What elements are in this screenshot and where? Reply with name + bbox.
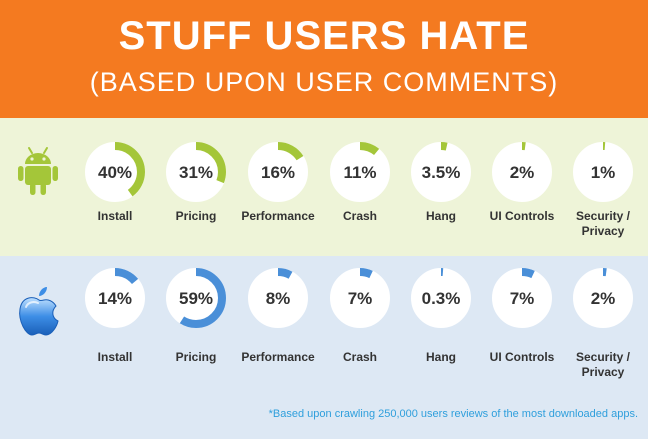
category-label: Pricing bbox=[175, 209, 217, 223]
android-item-performance: 16% bbox=[238, 132, 318, 212]
donut-value-arc bbox=[166, 142, 226, 202]
ios-item-install: 14% bbox=[75, 258, 155, 338]
donut-value-label: 16% bbox=[261, 163, 295, 182]
category-label: UI Controls bbox=[489, 350, 555, 364]
donut-ring: 14% bbox=[85, 268, 145, 328]
android-item-security-privacy: 1% bbox=[563, 132, 643, 212]
ios-item-crash: 7% bbox=[320, 258, 400, 338]
donut-ring: 40% bbox=[85, 142, 145, 202]
android-item-crash: 11% bbox=[320, 132, 400, 212]
donut-ring: 11% bbox=[330, 142, 390, 202]
donut-value-label: 8% bbox=[266, 289, 291, 308]
category-label: Security / Privacy bbox=[575, 209, 631, 238]
donut-value-arc bbox=[166, 268, 226, 328]
donut-ring: 59% bbox=[166, 268, 226, 328]
category-label: Hang bbox=[426, 209, 456, 223]
donut-value-label: 1% bbox=[591, 163, 616, 182]
category-label: UI Controls bbox=[489, 209, 555, 223]
donut-ring: 31% bbox=[166, 142, 226, 202]
category-label: Crash bbox=[342, 209, 377, 223]
donut-value-arc bbox=[248, 268, 308, 328]
donut-ring: 16% bbox=[248, 142, 308, 202]
ios-item-security-privacy: 2% bbox=[563, 258, 643, 338]
donut-value-label: 3.5% bbox=[422, 163, 461, 182]
android-item-install: 40% bbox=[75, 132, 155, 212]
page-title: STUFF USERS HATE bbox=[118, 14, 530, 58]
ios-item-performance: 8% bbox=[238, 258, 318, 338]
donut-value-arc bbox=[411, 142, 471, 202]
android-logo-icon bbox=[18, 147, 58, 195]
category-label: Install bbox=[97, 350, 133, 364]
page-subtitle: (BASED UPON USER COMMENTS) bbox=[89, 67, 559, 97]
donut-ring: 3.5% bbox=[411, 142, 471, 202]
donut-value-arc bbox=[248, 142, 308, 202]
donut-value-label: 7% bbox=[510, 289, 535, 308]
donut-ring: 8% bbox=[248, 268, 308, 328]
donut-value-arc bbox=[411, 268, 471, 328]
ios-item-hang: 0.3% bbox=[401, 258, 481, 338]
donut-value-label: 40% bbox=[98, 163, 132, 182]
donut-value-arc bbox=[85, 142, 145, 202]
donut-value-label: 14% bbox=[98, 289, 132, 308]
donut-value-arc bbox=[573, 142, 633, 202]
footnote: *Based upon crawling 250,000 users revie… bbox=[268, 408, 638, 420]
header-banner: STUFF USERS HATE (BASED UPON USER COMMEN… bbox=[0, 0, 648, 118]
android-item-pricing: 31% bbox=[156, 132, 236, 212]
category-label: Security / Privacy bbox=[575, 350, 631, 379]
donut-value-label: 31% bbox=[179, 163, 213, 182]
category-label: Crash bbox=[342, 350, 377, 364]
donut-value-label: 2% bbox=[591, 289, 616, 308]
category-label: Performance bbox=[241, 209, 315, 223]
category-label: Install bbox=[97, 209, 133, 223]
donut-ring: 7% bbox=[492, 268, 552, 328]
donut-value-arc bbox=[573, 268, 633, 328]
donut-ring: 7% bbox=[330, 268, 390, 328]
donut-value-label: 11% bbox=[343, 163, 376, 182]
category-label: Hang bbox=[426, 350, 456, 364]
donut-value-label: 7% bbox=[348, 289, 373, 308]
donut-ring: 2% bbox=[492, 142, 552, 202]
android-item-hang: 3.5% bbox=[401, 132, 481, 212]
apple-logo-icon bbox=[19, 287, 59, 336]
donut-ring: 0.3% bbox=[411, 268, 471, 328]
donut-value-label: 0.3% bbox=[422, 289, 461, 308]
category-label: Performance bbox=[241, 350, 315, 364]
donut-value-arc bbox=[330, 268, 390, 328]
donut-value-arc bbox=[85, 268, 145, 328]
ios-item-pricing: 59% bbox=[156, 258, 236, 338]
category-label: Pricing bbox=[175, 350, 217, 364]
donut-ring: 1% bbox=[573, 142, 633, 202]
android-item-ui-controls: 2% bbox=[482, 132, 562, 212]
ios-item-ui-controls: 7% bbox=[482, 258, 562, 338]
donut-value-arc bbox=[492, 268, 552, 328]
donut-value-label: 2% bbox=[510, 163, 535, 182]
donut-value-arc bbox=[330, 142, 390, 202]
donut-ring: 2% bbox=[573, 268, 633, 328]
donut-value-arc bbox=[492, 142, 552, 202]
donut-value-label: 59% bbox=[179, 289, 213, 308]
